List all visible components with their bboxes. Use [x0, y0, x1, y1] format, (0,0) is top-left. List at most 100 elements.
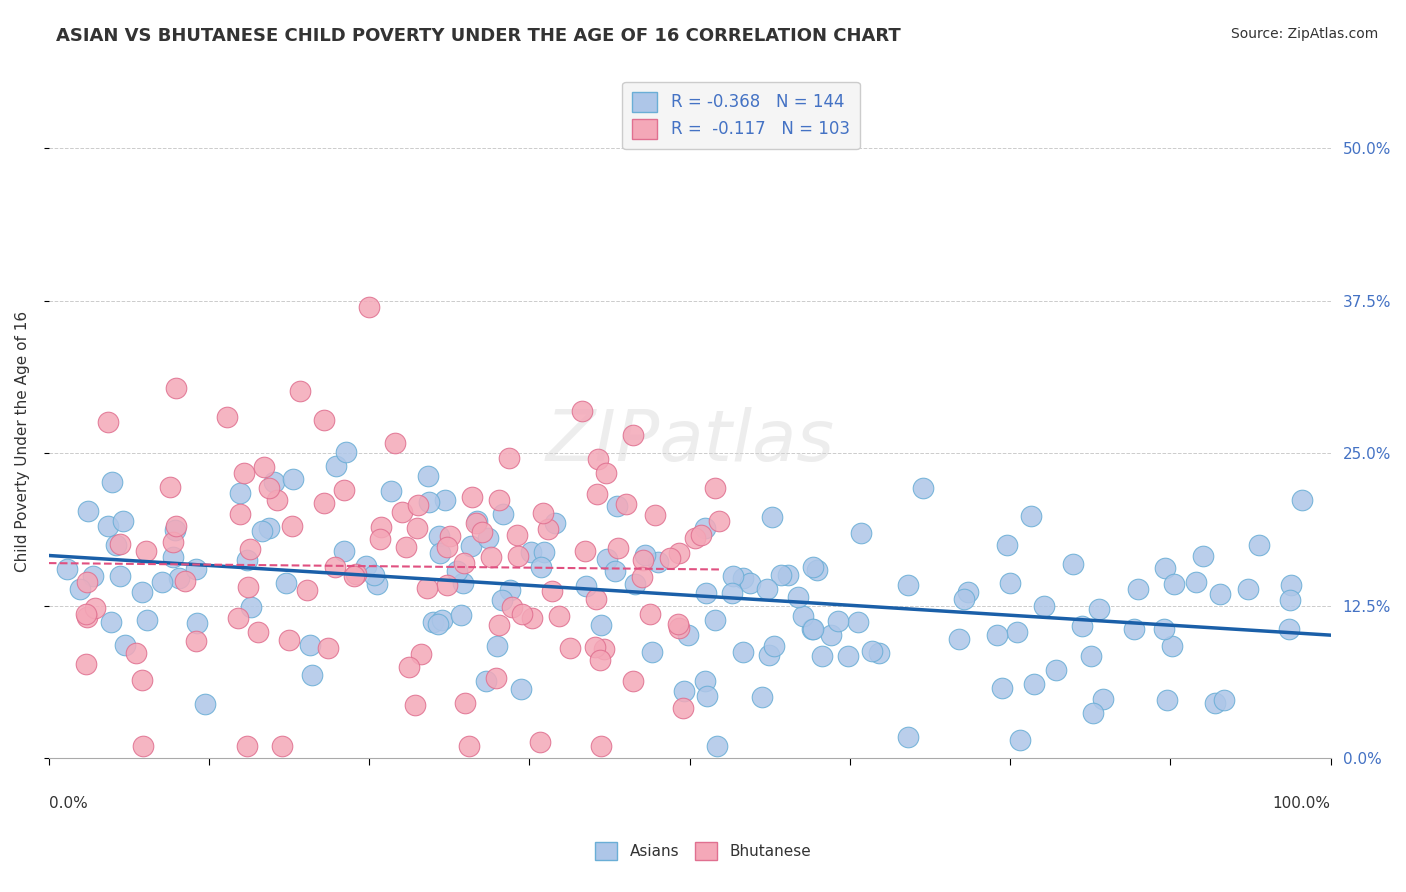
Point — [585, 591, 607, 606]
Point — [519, 545, 541, 559]
Point — [756, 582, 779, 596]
Point — [733, 572, 755, 586]
Point — [1019, 509, 1042, 524]
Point — [257, 481, 280, 495]
Point — [605, 564, 627, 578]
Point — [1156, 692, 1178, 706]
Point — [704, 481, 727, 495]
Point — [488, 618, 510, 632]
Point — [583, 640, 606, 655]
Point — [575, 579, 598, 593]
Point — [592, 641, 614, 656]
Point — [104, 538, 127, 552]
Point — [770, 567, 793, 582]
Point — [786, 590, 808, 604]
Point — [501, 600, 523, 615]
Point — [384, 436, 406, 450]
Point — [450, 608, 472, 623]
Point — [707, 514, 730, 528]
Point — [589, 739, 612, 753]
Point — [276, 576, 298, 591]
Point — [1209, 587, 1232, 601]
Point — [1249, 539, 1271, 553]
Text: Source: ZipAtlas.com: Source: ZipAtlas.com — [1230, 27, 1378, 41]
Point — [75, 607, 97, 621]
Point — [439, 529, 461, 543]
Point — [837, 648, 859, 663]
Point — [851, 525, 873, 540]
Point — [162, 549, 184, 564]
Point — [758, 648, 780, 662]
Point — [226, 611, 249, 625]
Point — [257, 521, 280, 535]
Point — [335, 445, 357, 459]
Point — [846, 615, 869, 629]
Point — [621, 428, 644, 442]
Point — [359, 300, 381, 314]
Point — [631, 552, 654, 566]
Point — [591, 617, 613, 632]
Point — [693, 674, 716, 689]
Point — [776, 568, 799, 582]
Point — [1192, 549, 1215, 563]
Point — [290, 384, 312, 399]
Point — [506, 528, 529, 542]
Point — [668, 546, 690, 560]
Point — [548, 609, 571, 624]
Point — [75, 657, 97, 672]
Point — [510, 607, 533, 622]
Point — [499, 583, 522, 598]
Point — [398, 659, 420, 673]
Point — [432, 613, 454, 627]
Point — [344, 567, 367, 582]
Point — [533, 545, 555, 559]
Point — [236, 580, 259, 594]
Point — [998, 575, 1021, 590]
Point — [1213, 693, 1236, 707]
Point — [165, 381, 187, 395]
Point — [672, 701, 695, 715]
Point — [1088, 602, 1111, 616]
Point — [762, 640, 785, 654]
Point — [537, 523, 560, 537]
Point — [792, 609, 814, 624]
Point — [247, 625, 270, 640]
Point — [607, 541, 630, 556]
Point — [229, 507, 252, 521]
Point — [571, 404, 593, 418]
Point — [229, 485, 252, 500]
Point — [868, 646, 890, 660]
Point — [301, 668, 323, 682]
Point — [621, 673, 644, 688]
Point — [683, 531, 706, 545]
Point — [217, 409, 239, 424]
Text: 100.0%: 100.0% — [1272, 797, 1330, 812]
Point — [240, 599, 263, 614]
Point — [1062, 557, 1084, 571]
Point — [1022, 676, 1045, 690]
Point — [1184, 575, 1206, 590]
Point — [167, 571, 190, 585]
Point — [509, 682, 531, 697]
Point — [111, 514, 134, 528]
Point — [690, 528, 713, 542]
Point — [695, 586, 717, 600]
Point — [672, 683, 695, 698]
Point — [446, 564, 468, 578]
Point — [606, 500, 628, 514]
Point — [484, 671, 506, 685]
Point — [271, 739, 294, 753]
Point — [706, 739, 728, 753]
Point — [453, 696, 475, 710]
Point — [1278, 622, 1301, 636]
Point — [460, 539, 482, 553]
Point — [658, 551, 681, 566]
Text: ZIPatlas: ZIPatlas — [546, 407, 834, 475]
Point — [415, 582, 437, 596]
Point — [695, 520, 717, 534]
Point — [263, 475, 285, 490]
Point — [325, 458, 347, 473]
Point — [1071, 619, 1094, 633]
Legend: Asians, Bhutanese: Asians, Bhutanese — [589, 836, 817, 866]
Point — [194, 698, 217, 712]
